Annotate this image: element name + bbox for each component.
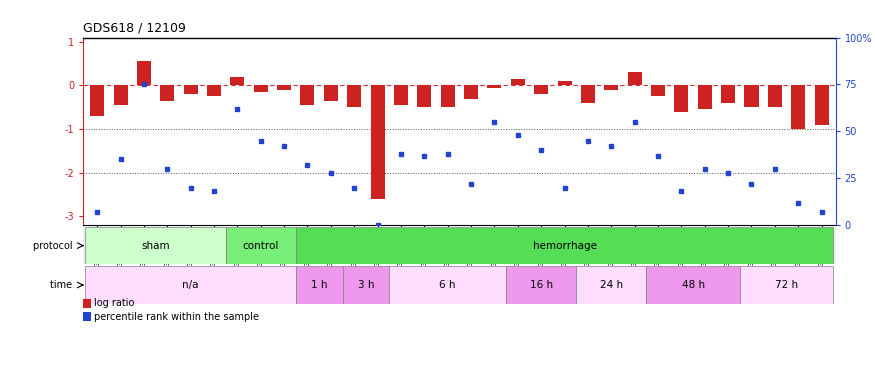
Text: percentile rank within the sample: percentile rank within the sample bbox=[94, 312, 259, 322]
Bar bbox=[815, 86, 829, 125]
Bar bbox=[347, 86, 361, 107]
Bar bbox=[184, 86, 198, 94]
Bar bbox=[506, 266, 577, 304]
Bar bbox=[160, 86, 174, 101]
Bar bbox=[86, 266, 296, 304]
Bar bbox=[581, 86, 595, 103]
Bar bbox=[86, 227, 226, 264]
Text: 1 h: 1 h bbox=[311, 280, 327, 290]
Bar bbox=[296, 227, 833, 264]
Text: 6 h: 6 h bbox=[439, 280, 456, 290]
Text: time: time bbox=[51, 280, 75, 290]
Bar bbox=[342, 266, 389, 304]
Bar bbox=[739, 266, 833, 304]
Text: control: control bbox=[242, 241, 279, 250]
Text: 16 h: 16 h bbox=[529, 280, 553, 290]
Bar bbox=[417, 86, 431, 107]
Text: 3 h: 3 h bbox=[358, 280, 374, 290]
Bar bbox=[324, 86, 338, 101]
Bar bbox=[647, 266, 739, 304]
Bar bbox=[207, 86, 221, 96]
Bar bbox=[697, 86, 711, 109]
Bar bbox=[371, 86, 385, 199]
Bar bbox=[745, 86, 759, 107]
Bar bbox=[605, 86, 619, 90]
Bar bbox=[675, 86, 689, 112]
Bar bbox=[83, 299, 91, 308]
Bar bbox=[90, 86, 104, 116]
Bar bbox=[83, 312, 91, 321]
Text: hemorrhage: hemorrhage bbox=[533, 241, 597, 250]
Bar bbox=[791, 86, 805, 129]
Text: 48 h: 48 h bbox=[682, 280, 704, 290]
Bar bbox=[768, 86, 782, 107]
Bar bbox=[627, 72, 641, 86]
Bar bbox=[441, 86, 455, 107]
Text: 72 h: 72 h bbox=[775, 280, 798, 290]
Bar bbox=[721, 86, 735, 103]
Text: sham: sham bbox=[141, 241, 170, 250]
Bar bbox=[534, 86, 548, 94]
Text: 24 h: 24 h bbox=[599, 280, 623, 290]
Bar bbox=[464, 86, 478, 99]
Bar bbox=[394, 86, 408, 105]
Text: log ratio: log ratio bbox=[94, 298, 135, 308]
Bar bbox=[389, 266, 506, 304]
Text: protocol: protocol bbox=[33, 241, 75, 250]
Bar bbox=[277, 86, 291, 90]
Bar bbox=[254, 86, 268, 92]
Bar bbox=[230, 77, 244, 86]
Text: GDS618 / 12109: GDS618 / 12109 bbox=[83, 22, 186, 35]
Bar bbox=[226, 227, 296, 264]
Bar bbox=[557, 81, 571, 86]
Bar bbox=[300, 86, 314, 105]
Bar bbox=[651, 86, 665, 96]
Bar bbox=[577, 266, 647, 304]
Bar bbox=[487, 86, 501, 88]
Bar bbox=[511, 79, 525, 86]
Bar bbox=[136, 62, 150, 86]
Bar bbox=[296, 266, 342, 304]
Text: n/a: n/a bbox=[182, 280, 199, 290]
Bar bbox=[114, 86, 128, 105]
